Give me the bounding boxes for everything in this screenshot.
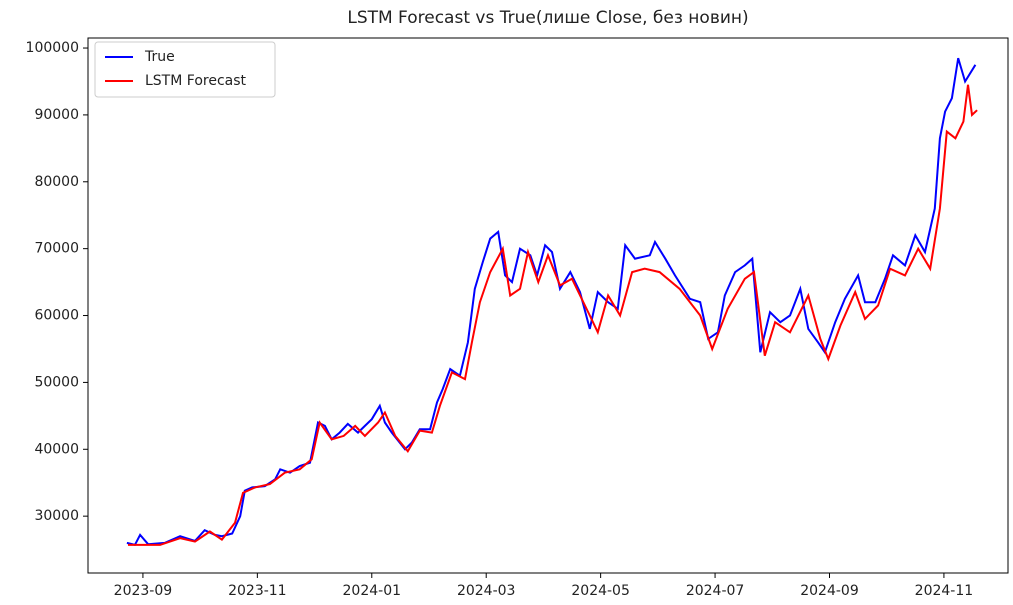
x-tick-label: 2024-03 [457, 583, 516, 599]
y-tick-label: 40000 [34, 441, 79, 457]
legend-box [94, 41, 276, 98]
x-tick-label: 2023-09 [114, 583, 173, 599]
y-tick-label: 50000 [34, 374, 79, 390]
plot-frame [87, 37, 1009, 574]
chart-title: LSTM Forecast vs True(лише Close, без но… [347, 8, 748, 28]
line-series [126, 57, 977, 547]
y-tick-label: 90000 [34, 107, 79, 123]
y-tick-label: 80000 [34, 174, 79, 190]
line-series [128, 84, 978, 546]
y-tick-label: 60000 [34, 308, 79, 324]
x-tick-label: 2024-07 [686, 583, 745, 599]
legend-label: True [144, 49, 175, 65]
x-tick-label: 2024-09 [800, 583, 859, 599]
x-tick-label: 2024-11 [915, 583, 974, 599]
x-tick-label: 2024-01 [343, 583, 402, 599]
y-tick-label: 70000 [34, 241, 79, 257]
legend-label: LSTM Forecast [145, 73, 247, 89]
x-tick-label: 2024-05 [571, 583, 630, 599]
y-tick-label: 30000 [34, 508, 79, 524]
y-tick-label: 100000 [26, 40, 79, 56]
x-tick-label: 2023-11 [228, 583, 287, 599]
